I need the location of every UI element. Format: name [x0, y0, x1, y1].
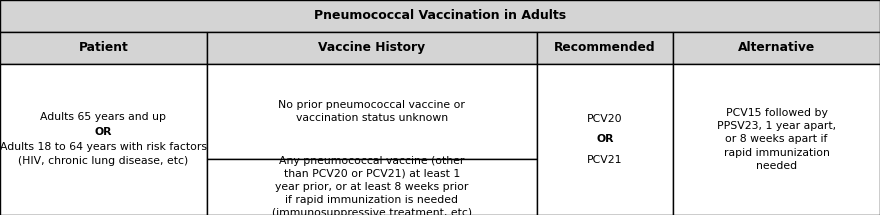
- Bar: [537, 64, 673, 215]
- Bar: [207, 32, 537, 64]
- Bar: [673, 64, 880, 215]
- Text: PCV20: PCV20: [587, 114, 623, 124]
- Text: (HIV, chronic lung disease, etc): (HIV, chronic lung disease, etc): [18, 156, 188, 166]
- Text: No prior pneumococcal vaccine or
vaccination status unknown: No prior pneumococcal vaccine or vaccina…: [278, 100, 466, 123]
- Bar: [537, 32, 673, 64]
- Text: OR: OR: [597, 134, 613, 144]
- Bar: [207, 64, 537, 159]
- Text: Any pneumococcal vaccine (other
than PCV20 or PCV21) at least 1
year prior, or a: Any pneumococcal vaccine (other than PCV…: [272, 156, 472, 215]
- Text: Pneumococcal Vaccination in Adults: Pneumococcal Vaccination in Adults: [314, 9, 566, 22]
- Text: OR: OR: [95, 127, 112, 137]
- Text: Alternative: Alternative: [738, 41, 815, 54]
- Text: Vaccine History: Vaccine History: [319, 41, 425, 54]
- Bar: [0, 32, 207, 64]
- Bar: [0, 64, 207, 215]
- Bar: [673, 32, 880, 64]
- Text: Adults 65 years and up: Adults 65 years and up: [40, 112, 166, 122]
- Text: Recommended: Recommended: [554, 41, 656, 54]
- Text: PCV21: PCV21: [587, 155, 623, 165]
- Text: Adults 18 to 64 years with risk factors: Adults 18 to 64 years with risk factors: [0, 142, 207, 152]
- Text: Patient: Patient: [78, 41, 128, 54]
- Text: PCV15 followed by
PPSV23, 1 year apart,
or 8 weeks apart if
rapid immunization
n: PCV15 followed by PPSV23, 1 year apart, …: [717, 108, 836, 171]
- Bar: [0, 0, 880, 32]
- Bar: [207, 159, 537, 215]
